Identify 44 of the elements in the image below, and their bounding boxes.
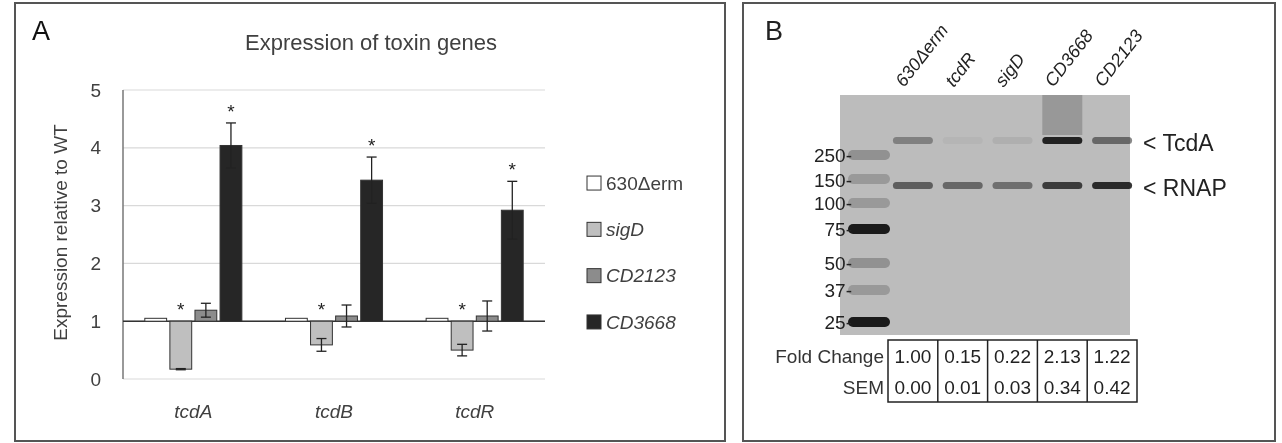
y-axis-title: Expression relative to WT <box>50 123 71 341</box>
text: 75- <box>824 218 852 240</box>
text: SEM <box>842 377 884 399</box>
data-label: * <box>367 135 376 157</box>
data-label: 1.22 <box>1093 346 1131 368</box>
text: < TcdA <box>1143 130 1215 157</box>
data-label: * <box>227 100 236 122</box>
y-tick-label: 0 <box>90 368 101 390</box>
text: 150- <box>813 169 852 191</box>
x-tick-label: tcdB <box>314 401 354 422</box>
data-label: * <box>177 299 186 321</box>
data-label: * <box>458 299 467 321</box>
text: 250- <box>813 144 852 166</box>
data-label: 0.42 <box>1093 377 1131 399</box>
text: 25- <box>824 311 852 333</box>
legend-label: 630Δerm <box>606 172 684 194</box>
legend-label: CD2123 <box>606 265 677 287</box>
text: B <box>765 16 784 46</box>
data-label: 0.00 <box>894 377 932 399</box>
legend-label: sigD <box>606 219 645 240</box>
chart-title: Expression of toxin genes <box>245 30 497 55</box>
text: 37- <box>824 279 852 301</box>
y-tick-label: 5 <box>90 79 101 101</box>
data-label: 0.22 <box>994 346 1031 368</box>
y-tick-label: 3 <box>90 195 101 217</box>
data-label: 2.13 <box>1043 346 1081 368</box>
legend-label: CD3668 <box>606 311 677 333</box>
text: 50- <box>824 252 852 274</box>
data-label: 0.03 <box>994 377 1031 399</box>
data-label: 0.34 <box>1043 377 1082 399</box>
legend-label: Fold Change <box>775 346 884 368</box>
text: < RNAP <box>1143 175 1227 202</box>
y-tick-label: 4 <box>90 137 102 159</box>
text: 100- <box>813 192 852 214</box>
x-tick-label: tcdR <box>455 401 495 422</box>
y-tick-label: 1 <box>90 310 101 332</box>
y-tick-label: 2 <box>90 253 101 275</box>
data-label: * <box>508 159 517 181</box>
data-label: 0.15 <box>944 346 982 368</box>
data-label: 1.00 <box>894 346 932 368</box>
text: A <box>32 16 51 46</box>
data-label: 0.01 <box>944 377 982 399</box>
x-tick-label: tcdA <box>174 401 213 422</box>
data-label: * <box>317 299 326 321</box>
